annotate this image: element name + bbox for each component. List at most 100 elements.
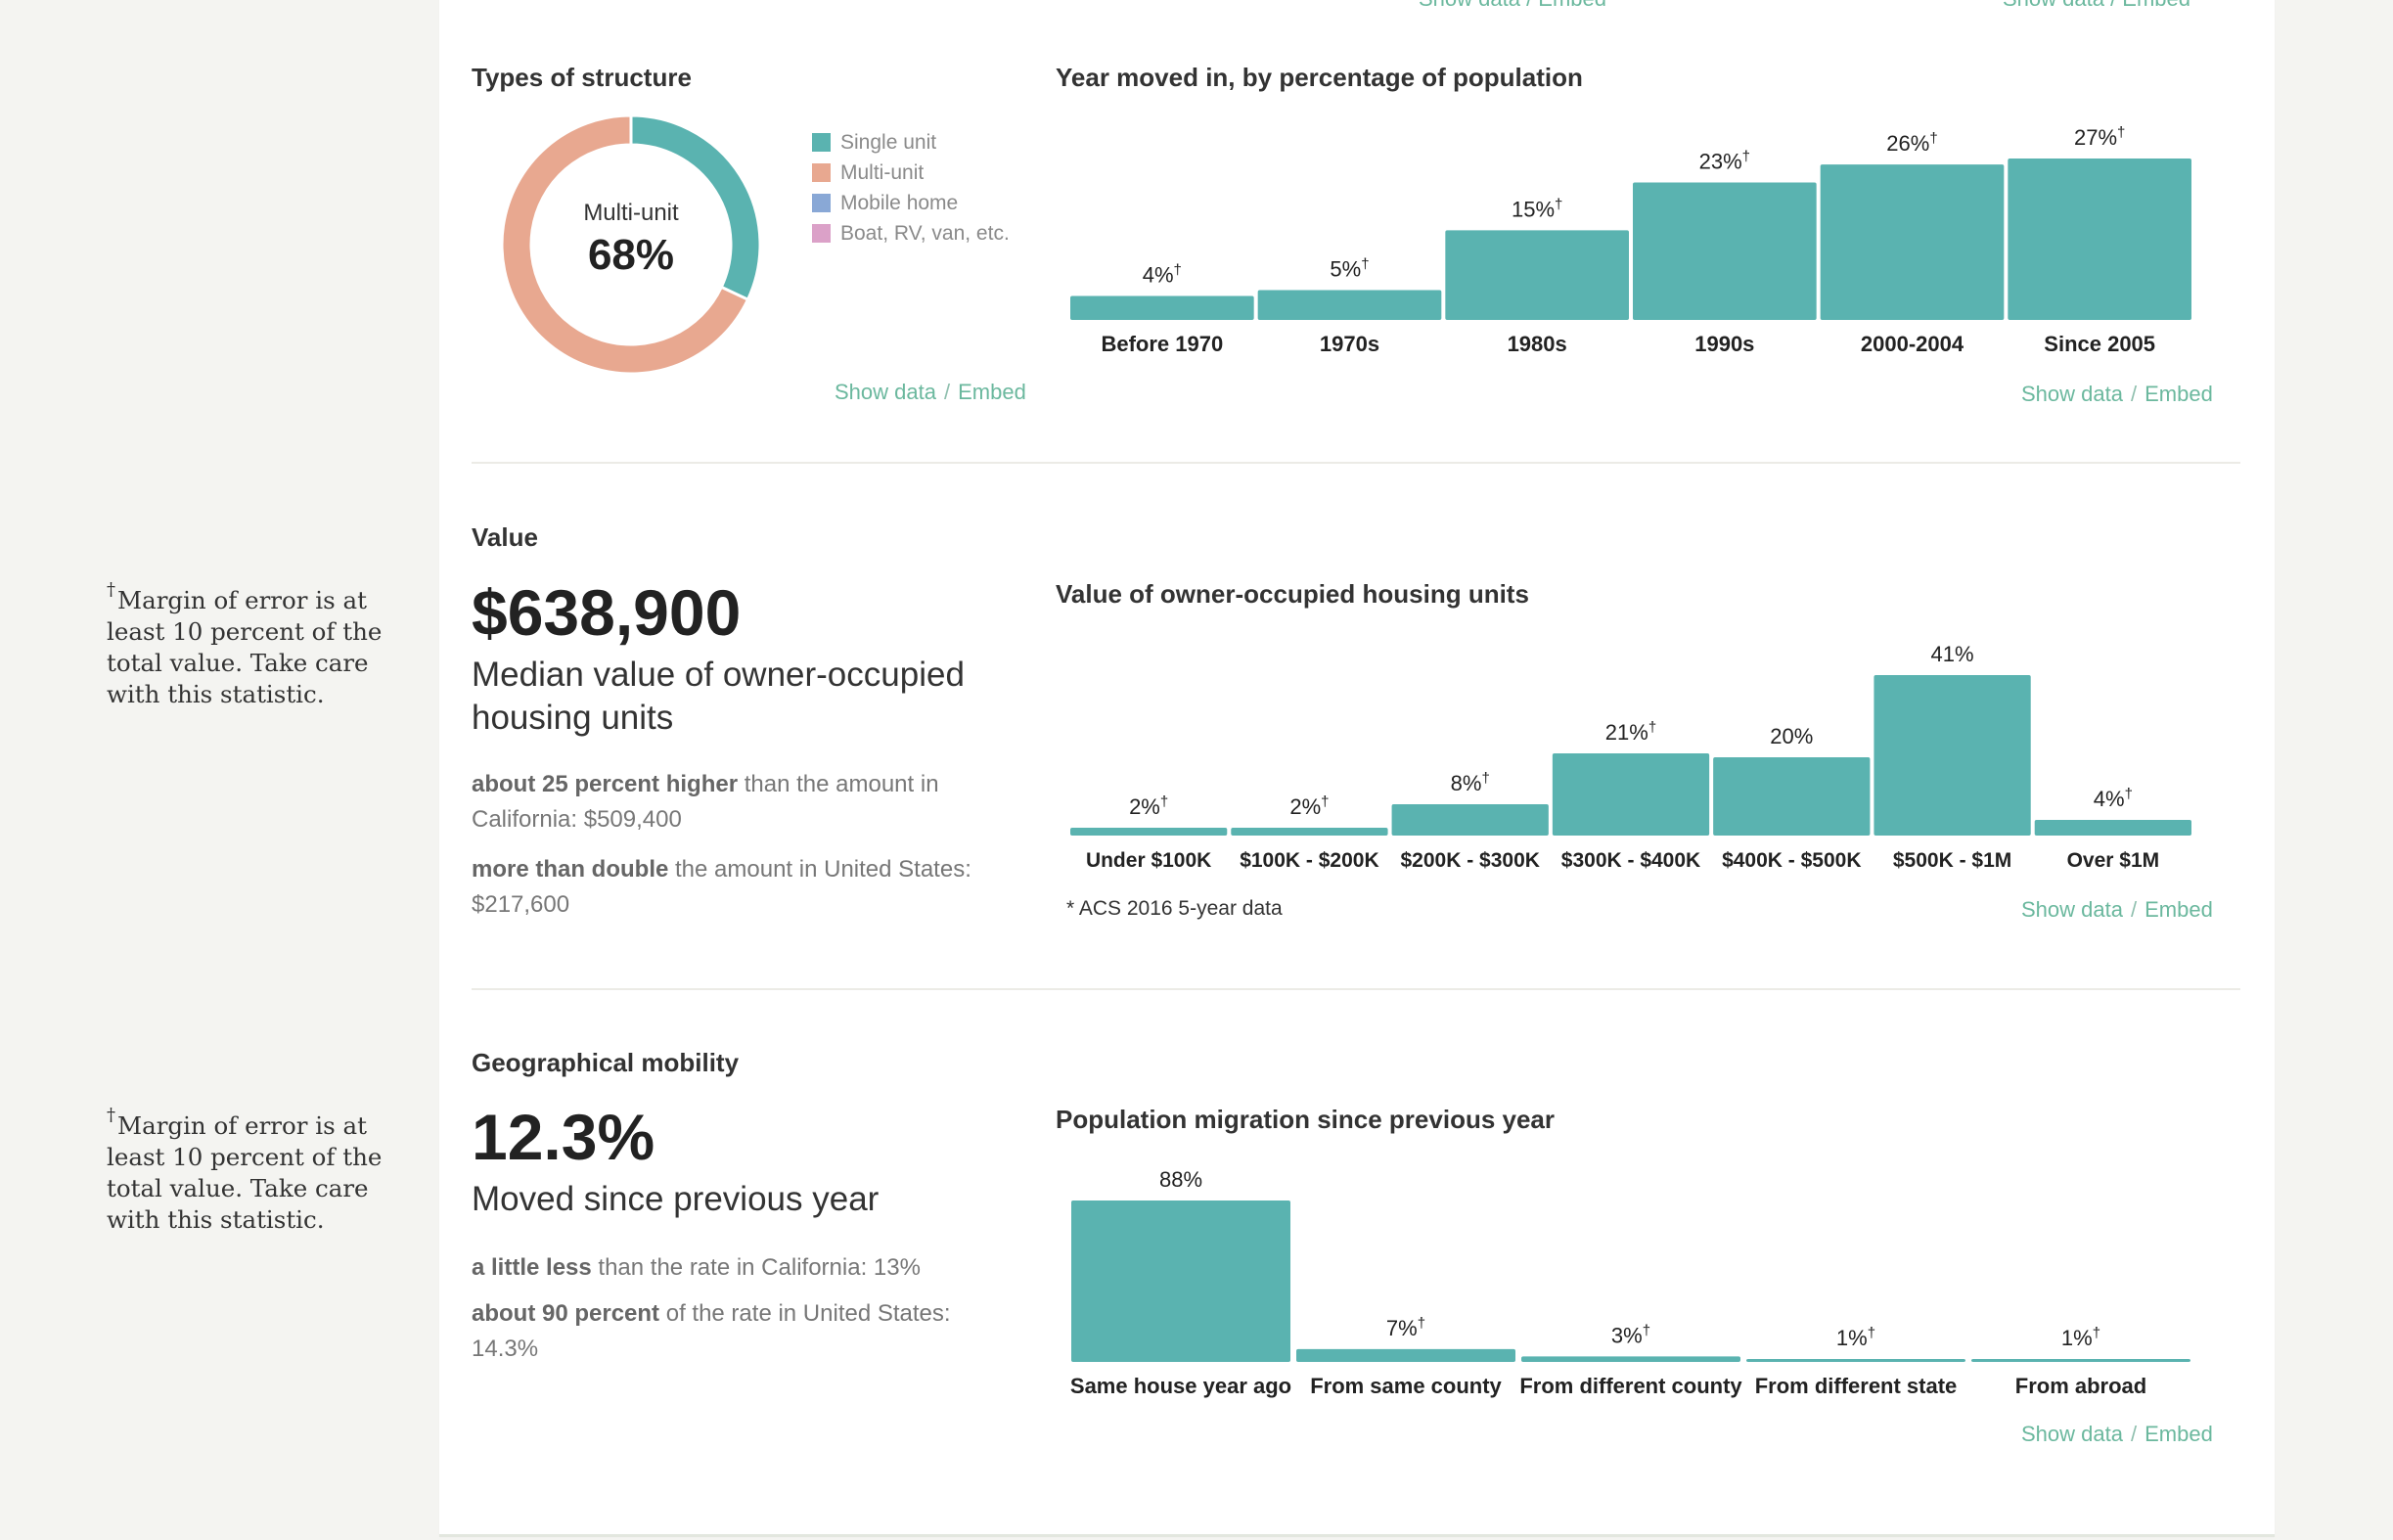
structure-heading: Types of structure (472, 63, 692, 92)
section-divider (472, 462, 2240, 464)
category-tick-label: From different state (1755, 1374, 1958, 1398)
moe-note-mobility: †Margin of error is at least 10 percent … (107, 1107, 420, 1236)
mobility-heading: Geographical mobility (472, 1048, 740, 1077)
legend-item-single-unit: Single unit (812, 127, 1010, 158)
bar[interactable] (1445, 230, 1629, 320)
donut-slices (500, 113, 762, 376)
category-tick-label: 1990s (1694, 332, 1754, 356)
value-description: Median value of owner-occupied housing u… (472, 656, 965, 737)
bar-value-label: 3%† (1611, 1322, 1650, 1347)
link-separator: / (2130, 382, 2138, 406)
category-tick-label: Over $1M (2067, 849, 2160, 872)
bar-value-label: 23%† (1699, 148, 1750, 173)
legend-swatch (812, 133, 831, 152)
value-comparison-ca: about 25 percent higher than the amount … (472, 767, 1019, 838)
show-data-link[interactable]: Show data (2021, 1422, 2123, 1446)
link-separator: / (2130, 1422, 2138, 1446)
bar[interactable] (1257, 290, 1442, 320)
comparison-rest: the amount in United States: $217,600 (472, 856, 971, 918)
category-tick-label: From same county (1310, 1374, 1502, 1398)
bar[interactable] (1971, 1359, 2190, 1362)
acs-footnote: * ACS 2016 5-year data (1066, 897, 1283, 920)
bar-value-label: 5%† (1330, 255, 1369, 281)
bar[interactable] (1231, 828, 1388, 836)
comparison-bold: a little less (472, 1254, 592, 1281)
section-divider (472, 988, 2240, 990)
donut-center-value: 68% (587, 231, 675, 279)
structure-donut-chart (500, 113, 762, 376)
category-tick-label: $500K - $1M (1893, 849, 2011, 872)
bar[interactable] (1633, 182, 1817, 320)
embed-link[interactable]: Embed (958, 380, 1026, 404)
legend-item-mobile-home: Mobile home (812, 188, 1010, 218)
embed-link[interactable]: Embed (2145, 897, 2213, 922)
bar[interactable] (1820, 164, 2005, 320)
category-tick-label: $300K - $400K (1561, 849, 1700, 872)
bar-value-label: 88% (1159, 1167, 1202, 1192)
legend-label: Single unit (840, 130, 937, 154)
bar[interactable] (2034, 820, 2191, 836)
mobility-big-number: 12.3% (472, 1101, 655, 1173)
bar[interactable] (1521, 1356, 1740, 1362)
value-comparison-us: more than double the amount in United St… (472, 852, 1019, 923)
dagger-symbol: † (107, 579, 115, 600)
link-separator: / (2130, 897, 2138, 922)
comparison-rest: than the amount in California: $509,400 (472, 771, 939, 833)
bar-value-label: 26%† (1886, 130, 1937, 156)
bar[interactable] (1552, 753, 1710, 836)
legend-swatch (812, 163, 831, 182)
embed-link[interactable]: Embed (2145, 382, 2213, 406)
bar-value-label: 27%† (2074, 124, 2125, 150)
value-links: Show data / Embed (2021, 897, 2213, 923)
legend-label: Mobile home (840, 191, 959, 214)
link-separator: / (943, 380, 951, 404)
bar[interactable] (1713, 757, 1871, 836)
comparison-rest: than the rate in California: 13% (591, 1254, 921, 1281)
category-tick-label: $400K - $500K (1722, 849, 1861, 872)
mobility-comparison-ca: a little less than the rate in Californi… (472, 1250, 1019, 1286)
category-tick-label: From abroad (2015, 1374, 2146, 1398)
top-show-data-embed-left[interactable]: Show data / Embed (1419, 0, 1606, 12)
bar-value-label: 1%† (1836, 1325, 1875, 1350)
bar-value-label: 21%† (1605, 719, 1656, 745)
embed-link[interactable]: Embed (2145, 1422, 2213, 1446)
migration-bar-chart: 88% Same house year ago 7%† From same count… (1070, 1167, 2190, 1398)
donut-slice-multi-unit (500, 113, 750, 376)
bar-value-label: 7%† (1386, 1315, 1425, 1340)
category-tick-label: $100K - $200K (1240, 849, 1378, 872)
bar[interactable] (1296, 1348, 1515, 1362)
category-tick-label: 1970s (1320, 332, 1379, 356)
category-tick-label: Same house year ago (1070, 1374, 1291, 1398)
category-tick-label: Before 1970 (1101, 332, 1223, 356)
bar[interactable] (1874, 675, 2031, 836)
value-big-number: $638,900 (472, 576, 742, 649)
bar[interactable] (1070, 295, 1254, 320)
show-data-link[interactable]: Show data (2021, 382, 2123, 406)
bar-value-label: 15%† (1512, 196, 1562, 221)
show-data-link[interactable]: Show data (2021, 897, 2123, 922)
migration-chart-title: Population migration since previous year (1056, 1105, 1556, 1134)
bar[interactable] (1070, 828, 1228, 836)
bar[interactable] (1391, 804, 1549, 836)
donut-center-block: Multi-unit 68% (543, 200, 719, 280)
category-tick-label: $200K - $300K (1400, 849, 1539, 872)
mobility-description: Moved since previous year (472, 1180, 880, 1218)
bar-value-label: 1%† (2061, 1325, 2100, 1350)
legend-label: Boat, RV, van, etc. (840, 221, 1010, 245)
value-bar-chart: 2%† Under $100K 2%† $100K - $200K 8%† $200K -… (1070, 642, 2191, 872)
category-tick-label: 1980s (1508, 332, 1567, 356)
bar[interactable] (2008, 159, 2191, 320)
comparison-bold: about 25 percent higher (472, 771, 739, 797)
structure-links: Show data / Embed (835, 380, 1026, 405)
legend-item-boat-rv: Boat, RV, van, etc. (812, 218, 1010, 249)
dagger-symbol: † (107, 1105, 115, 1125)
moe-note-value: †Margin of error is at least 10 percent … (107, 581, 420, 710)
year-moved-links: Show data / Embed (2021, 382, 2213, 407)
bar[interactable] (1746, 1359, 1965, 1362)
top-show-data-embed-right[interactable]: Show data / Embed (2003, 0, 2190, 12)
bar[interactable] (1071, 1200, 1290, 1362)
show-data-link[interactable]: Show data (835, 380, 936, 404)
structure-legend: Single unit Multi-unit Mobile home Boat,… (812, 127, 1010, 249)
bar-value-label: 4%† (2094, 786, 2133, 811)
legend-swatch (812, 194, 831, 212)
